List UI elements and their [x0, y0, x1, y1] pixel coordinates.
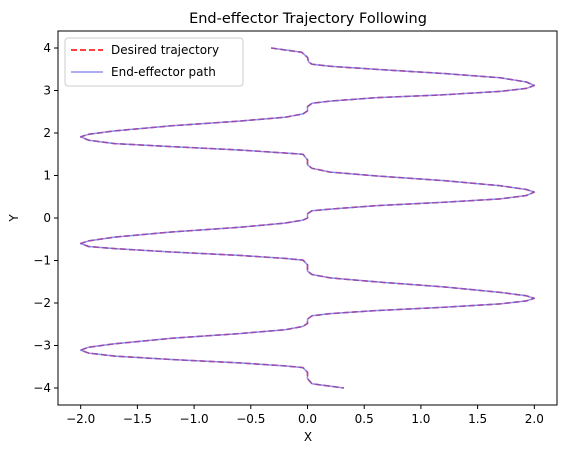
- y-tick-label: 3: [43, 84, 51, 98]
- chart-title: End-effector Trajectory Following: [189, 11, 427, 27]
- legend: Desired trajectory End-effector path: [64, 37, 244, 87]
- y-tick-label: −4: [33, 381, 51, 395]
- x-tick-label: −1.5: [123, 412, 152, 426]
- x-tick-label: −2.0: [66, 412, 95, 426]
- x-tick-label: 1.0: [411, 412, 430, 426]
- y-tick-label: −2: [33, 296, 51, 310]
- series-group: [79, 47, 536, 389]
- legend-box: [64, 37, 244, 87]
- x-tick-label: 0.0: [298, 412, 317, 426]
- x-tick-label: 0.5: [355, 412, 374, 426]
- y-tick-label: 2: [43, 126, 51, 140]
- x-tick-label: −0.5: [236, 412, 265, 426]
- x-axis-label: X: [304, 430, 312, 444]
- y-axis-label: Y: [7, 214, 21, 223]
- y-tick-label: 4: [43, 41, 51, 55]
- legend-label-desired: Desired trajectory: [111, 43, 219, 57]
- series-end-effector-path: [79, 47, 536, 389]
- x-tick-label: −1.0: [180, 412, 209, 426]
- x-tick-label: 1.5: [468, 412, 487, 426]
- legend-label-path: End-effector path: [111, 65, 216, 79]
- x-axis: −2.0 −1.5 −1.0 −0.5 0.0 0.5 1.0 1.5 2.0: [66, 405, 544, 426]
- y-axis: −4 −3 −2 −1 0 1 2 3 4: [33, 41, 58, 395]
- y-tick-label: 0: [43, 211, 51, 225]
- y-tick-label: −3: [33, 339, 51, 353]
- x-tick-label: 2.0: [525, 412, 544, 426]
- y-tick-label: 1: [43, 169, 51, 183]
- y-tick-label: −1: [33, 254, 51, 268]
